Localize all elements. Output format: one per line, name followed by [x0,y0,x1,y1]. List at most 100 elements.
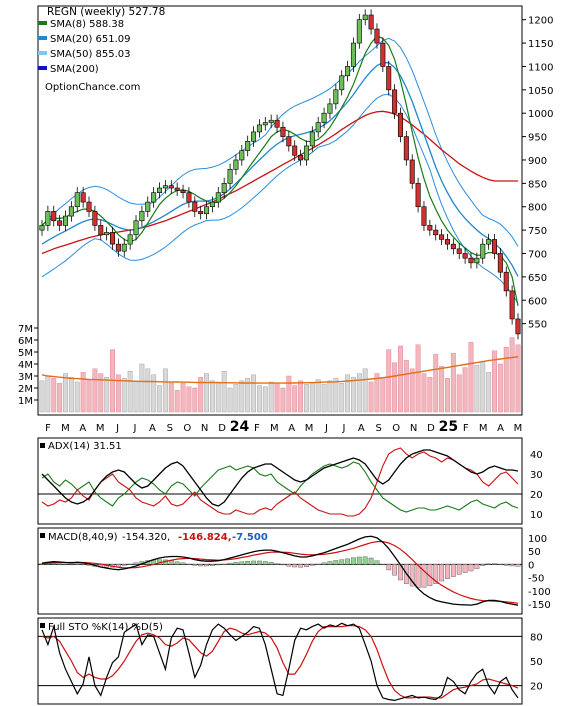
volume-bar [127,370,133,413]
volume-bar [68,376,74,413]
price-tick-label: 600 [528,296,547,307]
volume-bar [180,382,186,413]
macd-histogram-bar [251,560,256,565]
x-axis-label: F [45,423,51,434]
adx-panel: 10 20 30 40 ADX(14) 31.51 [37,437,543,525]
macd-line [41,535,519,606]
price-candle [74,192,80,208]
price-candle [68,206,74,217]
stochastic-title: Full STO %K(14) %D(5) [48,622,163,633]
macd-tick-label: 50 [528,547,541,558]
price-candle [256,124,262,133]
macd-histogram-bar [374,560,380,565]
volume-bar [398,345,403,413]
price-candle [239,150,245,161]
macd-tick-label: 0 [528,560,534,571]
macd-histogram-bar [198,564,204,567]
macd-histogram-bar [368,557,374,565]
macd-histogram-value: -7.500 [232,532,268,543]
macd-histogram-bar [180,562,186,565]
price-candle [444,239,450,245]
price-candle [362,14,368,20]
macd-histogram-bar [286,564,292,567]
price-candle [356,19,362,44]
price-candle [233,159,239,170]
x-axis-label: M [479,423,488,434]
x-axis-label: S [376,423,382,434]
price-candle [368,14,374,30]
volume-bar [39,380,45,413]
volume-bar [186,386,192,413]
volume-bar [133,380,139,413]
macd-histogram-bar [362,556,368,565]
plus-di-line [41,461,519,513]
volume-bar [233,384,239,413]
macd-histogram-bar [456,564,462,575]
sma8-line [41,35,519,307]
price-candle [292,145,298,156]
macd-histogram-bar [509,564,515,567]
volume-bar [209,380,215,413]
volume-bar [151,374,157,413]
stochastic-tick-label: 80 [530,632,543,643]
price-candle [268,119,274,123]
volume-bar [427,376,433,413]
price-candle [433,229,439,236]
price-candle [121,243,127,252]
minus-di-line [41,447,519,517]
stochastic-panel-frame [37,617,523,705]
price-candle [392,89,398,114]
x-axis-label: M [270,423,279,434]
price-candle [139,211,145,222]
volume-bar [486,372,492,413]
volume-bar [445,378,450,413]
volume-bar [57,382,63,413]
price-candle [486,239,492,245]
macd-histogram-bar [415,564,421,588]
macd-histogram-bar [274,563,280,565]
macd-histogram-bar [280,564,286,566]
legend-entry: SMA(50) 855.03 [50,49,131,60]
macd-tick-label: 100 [528,534,547,545]
price-candle [450,243,456,250]
volume-bar [262,386,268,413]
volume-bar [227,387,233,413]
volume-bar [315,379,321,413]
volume-tick-label: 7M [18,324,33,335]
x-axis-label: A [79,423,86,434]
volume-bar [239,380,245,413]
macd-histogram-bar [333,560,339,565]
price-candle [350,42,356,67]
volume-bar [474,364,480,413]
volume-bar [298,380,304,413]
macd-histogram-bar [392,564,397,576]
volume-bar [415,344,421,413]
volume-bar [51,378,57,413]
macd-histogram-bar [133,562,139,565]
volume-bar [145,368,151,413]
price-candle [174,187,180,191]
adx-title: ADX(14) 31.51 [48,441,122,452]
volume-tick-label: 3M [18,372,33,383]
adx-line [41,449,519,507]
x-axis-label: A [497,423,504,434]
price-candle [215,192,221,203]
volume-tick-label: 2M [18,384,33,395]
price-candle [421,206,427,226]
macd-histogram-bar [427,564,433,587]
x-axis-label: S [167,423,173,434]
volume-bar [162,368,168,413]
price-candle [192,201,198,212]
sma-long-line [41,110,518,255]
price-candle [286,136,292,147]
macd-histogram-bar [386,564,392,571]
macd-histogram-bar [304,564,309,567]
volume-tick-label: 1M [18,396,33,407]
volume-bar [245,378,251,413]
price-candle [274,119,280,128]
price-candle [145,201,151,212]
volume-bar [174,390,180,413]
price-candle [133,220,139,236]
price-panel-frame [37,5,523,416]
macd-histogram-bar [57,563,63,565]
